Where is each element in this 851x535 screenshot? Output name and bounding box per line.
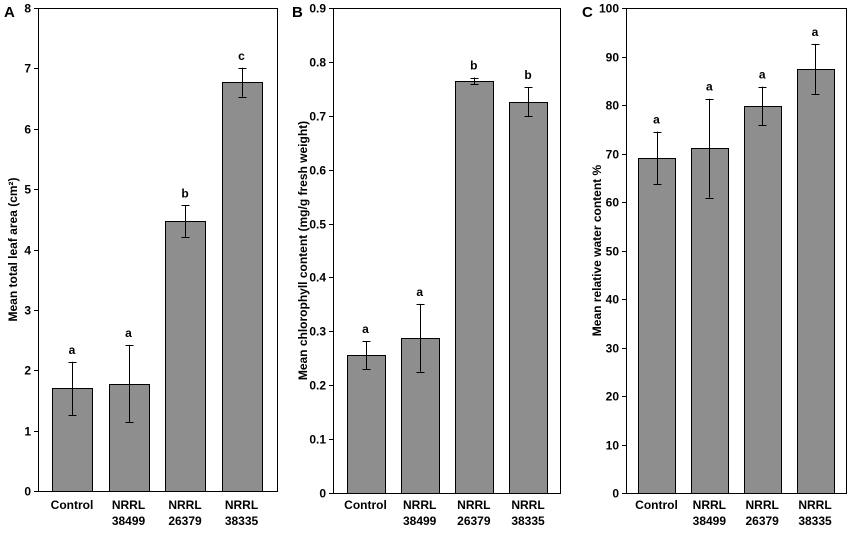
panel-a-bar-3 [165, 221, 206, 492]
panel-a-bar-4 [222, 82, 263, 492]
panel-c-letter: C [582, 4, 593, 21]
panel-b-y-tick-label: 0.3 [309, 325, 326, 339]
panel-a-significance-label-2: a [125, 326, 132, 340]
panel-b-bar-4 [509, 102, 548, 494]
panel-b-y-tick-label: 0.2 [309, 379, 326, 393]
panel-c-significance-label-4: a [812, 25, 819, 39]
panel-a-significance-label-1: a [69, 343, 76, 357]
panel-b-x-tick-label-3: NRRL 26379 [457, 498, 491, 528]
panel-b-y-tick-label: 0.7 [309, 110, 326, 124]
panel-c-y-tick-label: 0 [612, 487, 619, 501]
panel-b-y-tick-label: 0.4 [309, 271, 326, 285]
panel-c-x-tick-label-3: NRRL 26379 [745, 498, 779, 528]
panel-b-y-tick-label: 0.1 [309, 433, 326, 447]
panel-c-error-bar-1 [653, 131, 662, 185]
panel-b-x-tick-label-1: Control [344, 498, 387, 512]
panel-c-bar-1 [638, 158, 676, 494]
panel-c-y-tick-label: 50 [606, 245, 620, 259]
panel-a-significance-label-3: b [181, 186, 188, 200]
panel-a-significance-label-4: c [238, 49, 245, 63]
panel-b-letter: B [292, 4, 303, 21]
panel-a-plot-frame [38, 8, 278, 492]
panel-c-y-tick-label: 10 [606, 439, 620, 453]
panel-c-x-tick-label-1: Control [635, 498, 678, 512]
panel-b-plot-frame [333, 8, 561, 494]
panel-a-x-tick-label-2: NRRL 38499 [111, 498, 146, 528]
panel-b-bar-1 [347, 355, 386, 494]
panel-c-error-bar-3 [758, 86, 767, 126]
panel-b-bar-3 [455, 81, 494, 494]
panel-a-error-bar-2 [125, 344, 134, 423]
panel-a-error-bar-4 [238, 67, 247, 98]
panel-b-x-tick-label-2: NRRL 38499 [402, 498, 437, 528]
panel-c-significance-label-3: a [759, 68, 766, 82]
panel-b: B Mean chlorophyll content (mg/g fresh we… [292, 2, 561, 501]
panel-c-y-axis-label: Mean relative water content % [590, 164, 604, 336]
panel-b-y-tick-label: 0.5 [309, 218, 326, 232]
panel-b-significance-label-2: a [416, 285, 423, 299]
panel-b-y-tick-label: 0.6 [309, 164, 326, 178]
panel-b-error-bar-3 [470, 77, 479, 85]
panel-a-x-tick-label-1: Control [50, 498, 94, 512]
panel-a-y-tick-label: 8 [24, 2, 31, 16]
panel-c-significance-label-1: a [653, 113, 660, 127]
panel-b-error-bar-1 [362, 341, 371, 370]
panel-c-error-bar-4 [811, 43, 820, 95]
panel-a-y-tick-label: 1 [24, 425, 31, 439]
panel-c-y-tick-label: 90 [606, 51, 620, 65]
panel-a-y-tick-label: 2 [24, 364, 31, 378]
panel-c-y-tick-label: 70 [606, 148, 620, 162]
panel-c-x-tick-label-2: NRRL 38499 [692, 498, 727, 528]
panel-c-y-tick-label: 100 [599, 2, 619, 16]
panel-c-bar-4 [797, 69, 835, 494]
panel-a-y-tick-label: 3 [24, 304, 31, 318]
panel-a-y-tick-label: 4 [24, 244, 31, 258]
panel-a: A Mean total leaf area (cm²) 0 1 2 3 4 5 6 7 8 a a b c [4, 2, 278, 499]
panel-a-x-tick-label-3: NRRL 26379 [168, 498, 202, 528]
panel-b-error-bar-4 [524, 87, 533, 117]
panel-a-y-axis-label: Mean total leaf area (cm²) [6, 177, 20, 321]
panel-b-y-axis-label: Mean chlorophyll content (mg/g fresh wei… [296, 121, 310, 380]
panel-b-significance-label-3: b [470, 59, 477, 73]
panel-a-error-bar-3 [181, 205, 190, 238]
panel-a-y-tick-label: 7 [24, 62, 31, 76]
panel-a-x-tick-label-4: NRRL 38335 [224, 498, 259, 528]
panel-a-letter: A [4, 4, 15, 21]
panel-b-error-bar-2 [416, 303, 425, 373]
panel-a-y-tick-label: 0 [24, 485, 31, 499]
panel-b-x-tick-label-4: NRRL 38335 [511, 498, 545, 528]
panel-b-y-tick-label: 0.8 [309, 56, 326, 70]
panel-c-bar-3 [744, 106, 782, 494]
panel-a-error-bar-1 [68, 361, 77, 416]
panel-c-x-tick-label-4: NRRL 38335 [798, 498, 832, 528]
panel-c-significance-label-2: a [706, 80, 713, 94]
panel-c-bar-2 [691, 148, 729, 494]
panel-a-y-tick-label: 5 [24, 183, 31, 197]
panel-c-y-tick-label: 40 [606, 293, 620, 307]
panel-b-significance-label-4: b [524, 68, 531, 82]
panel-c-y-tick-label: 60 [606, 196, 620, 210]
panel-c-error-bar-2 [705, 98, 714, 199]
panel-c-y-tick-label: 80 [606, 99, 620, 113]
panel-c-y-tick-label: 20 [606, 390, 620, 404]
panel-b-significance-label-1: a [362, 322, 369, 336]
panel-b-y-tick-label: 0.9 [309, 2, 326, 16]
panel-c: C Mean relative water content % 0 10 20 30 40 5… [582, 2, 847, 501]
panel-b-y-tick-label: 0 [319, 487, 326, 501]
panel-c-y-tick-label: 30 [606, 342, 620, 356]
panel-c-plot-frame [626, 8, 847, 494]
panel-a-y-tick-label: 6 [24, 123, 31, 137]
